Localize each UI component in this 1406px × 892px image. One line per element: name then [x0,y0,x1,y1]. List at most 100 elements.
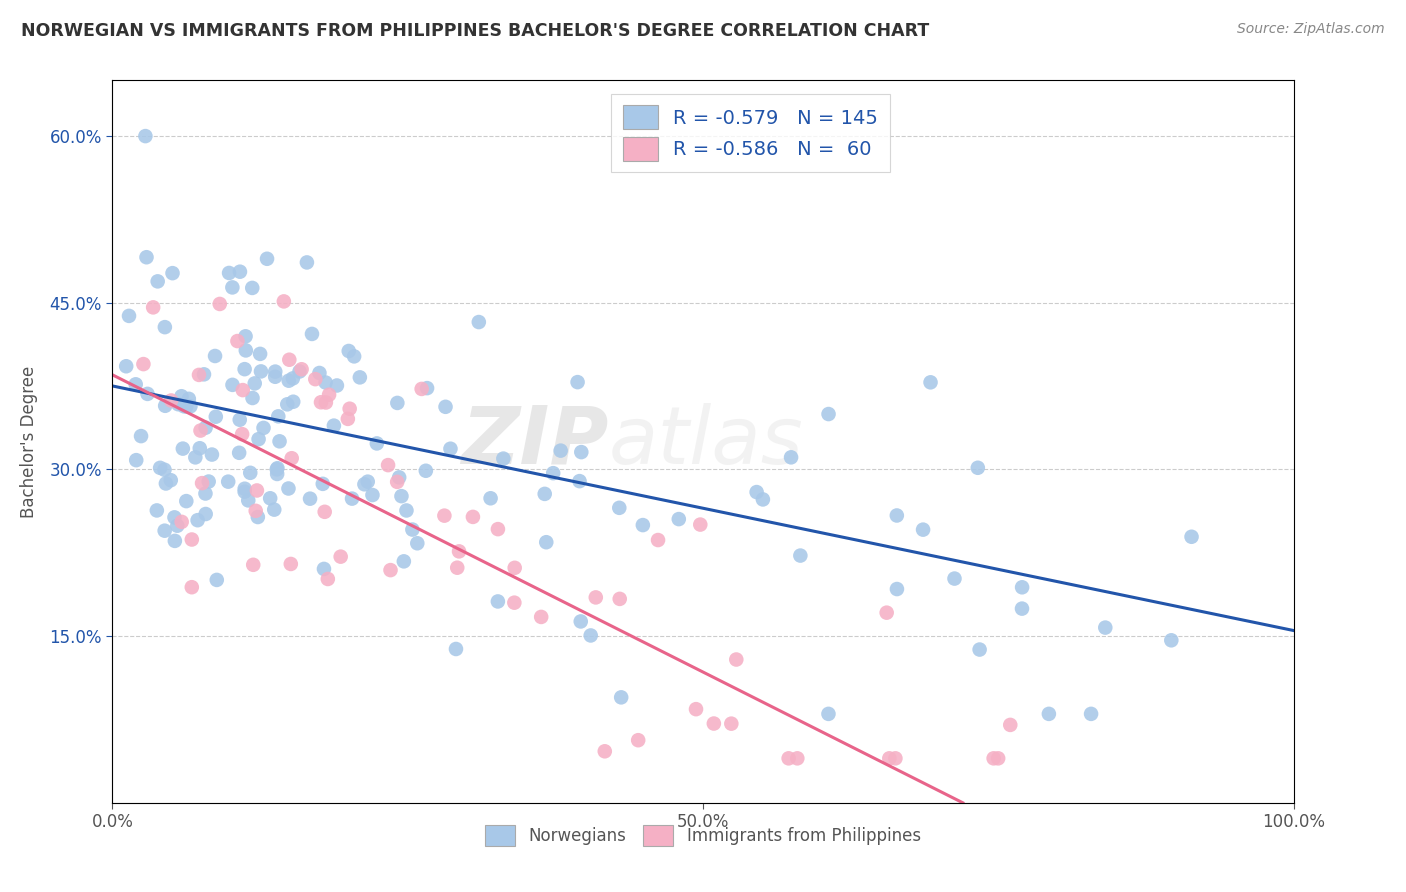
Point [194,507,217,521]
Point [180,580,202,594]
Point [569,445,592,459]
Point [969,642,991,657]
Point [278,352,301,367]
Point [153,463,176,477]
Point [337,343,360,358]
Point [479,491,502,506]
Point [912,523,935,537]
Point [266,461,288,475]
Point [218,266,240,280]
Point [252,421,274,435]
Point [610,690,633,705]
Point [315,376,337,390]
Point [308,366,330,380]
Point [291,362,314,376]
Point [377,458,399,472]
Point [142,301,165,315]
Point [245,504,267,518]
Point [179,399,201,413]
Point [295,255,318,269]
Point [266,462,288,476]
Point [1094,621,1116,635]
Point [264,365,287,379]
Point [541,466,564,480]
Point [173,399,195,413]
Point [486,522,509,536]
Point [340,491,363,506]
Point [357,475,380,489]
Point [277,482,299,496]
Point [703,716,725,731]
Point [246,483,269,498]
Point [160,393,183,408]
Point [205,573,228,587]
Point [817,407,839,421]
Point [387,396,409,410]
Point [204,349,226,363]
Point [304,372,326,386]
Point [149,461,172,475]
Point [817,706,839,721]
Point [943,572,966,586]
Point [745,485,768,500]
Point [385,475,408,489]
Point [966,460,988,475]
Point [233,482,256,496]
Point [439,442,461,456]
Point [267,409,290,424]
Point [281,371,304,385]
Point [343,350,366,364]
Point [607,500,630,515]
Point [239,466,262,480]
Point [242,391,264,405]
Point [242,558,264,572]
Point [434,400,457,414]
Point [232,383,254,397]
Point [585,591,607,605]
Point [170,389,193,403]
Point [180,533,202,547]
Point [401,523,423,537]
Point [233,362,256,376]
Point [416,381,439,395]
Point [134,129,156,144]
Point [188,442,211,456]
Point [166,518,188,533]
Point [533,487,555,501]
Point [256,252,278,266]
Point [318,388,340,402]
Point [280,451,302,466]
Point [250,364,273,378]
Point [221,377,243,392]
Point [229,265,252,279]
Point [879,751,901,765]
Point [380,563,402,577]
Point [177,392,200,406]
Legend: Norwegians, Immigrants from Philippines: Norwegians, Immigrants from Philippines [478,819,928,852]
Text: Source: ZipAtlas.com: Source: ZipAtlas.com [1237,22,1385,37]
Point [406,536,429,550]
Point [789,549,811,563]
Point [226,334,249,348]
Point [361,488,384,502]
Point [1000,718,1022,732]
Point [492,451,515,466]
Point [201,448,224,462]
Point [238,493,260,508]
Point [780,450,803,465]
Point [668,512,690,526]
Point [184,450,207,465]
Point [170,515,193,529]
Point [249,347,271,361]
Point [884,751,907,765]
Point [461,509,484,524]
Point [920,376,942,390]
Point [259,491,281,506]
Point [163,510,186,524]
Point [153,320,176,334]
Point [136,387,159,401]
Point [1160,633,1182,648]
Point [264,369,287,384]
Point [349,370,371,384]
Point [233,484,256,499]
